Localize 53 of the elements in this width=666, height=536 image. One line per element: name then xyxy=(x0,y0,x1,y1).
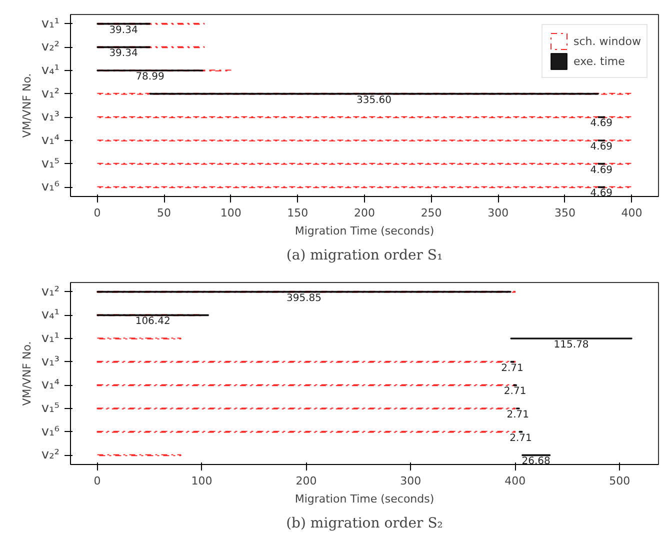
x-tick-label: 400 xyxy=(621,206,642,220)
y-tick-label: v₁⁵ xyxy=(41,401,60,416)
y-axis-title: VM/VNF No. xyxy=(20,73,34,138)
x-tick-label: 250 xyxy=(420,206,442,220)
y-tick-label: v₂² xyxy=(41,40,60,55)
x-tick-label: 200 xyxy=(296,474,317,488)
data-label: 2.71 xyxy=(501,362,524,374)
x-tick-label: 100 xyxy=(220,206,242,220)
y-tick-label: v₁⁵ xyxy=(41,156,60,172)
y-tick-label: v₄¹ xyxy=(41,308,60,323)
x-tick-label: 100 xyxy=(191,474,212,488)
data-label: 106.42 xyxy=(135,316,170,328)
y-axis-title: VM/VNF No. xyxy=(20,341,34,406)
data-label: 4.69 xyxy=(590,142,613,152)
y-tick-label: v₄¹ xyxy=(41,63,60,78)
y-tick-label: v₁¹ xyxy=(41,331,60,346)
x-tick-label: 300 xyxy=(488,206,509,220)
data-label: 4.69 xyxy=(590,164,613,176)
data-label: 78.99 xyxy=(136,72,164,82)
y-tick-label: v₂² xyxy=(41,448,60,463)
data-label: 395.85 xyxy=(286,292,322,304)
data-label: 39.34 xyxy=(109,48,138,60)
y-tick-label: v₁⁴ xyxy=(41,133,60,148)
y-tick-label: v₁² xyxy=(41,284,60,300)
x-axis-title: Migration Time (seconds) xyxy=(294,224,434,238)
x-tick-label: 200 xyxy=(354,206,375,220)
text: (a) migration order S₁ xyxy=(286,248,443,264)
legend-label: sch. window xyxy=(574,34,641,48)
legend-label: exe. time xyxy=(574,54,625,68)
text: (b) migration order S₂ xyxy=(286,516,443,532)
x-tick-label: 500 xyxy=(609,474,630,488)
y-tick-label: v₁³ xyxy=(41,354,60,370)
data-label: 2.71 xyxy=(506,410,530,420)
y-tick-label: v₁⁶ xyxy=(41,180,60,195)
data-label: 335.60 xyxy=(356,94,392,106)
y-tick-label: v₁⁶ xyxy=(41,424,60,440)
x-tick-label: 150 xyxy=(287,206,308,220)
data-label: 4.69 xyxy=(590,118,613,130)
x-tick-label: 0 xyxy=(94,474,101,488)
y-tick-label: v₁⁴ xyxy=(41,378,60,393)
x-tick-label: 0 xyxy=(94,206,101,220)
x-tick-label: 400 xyxy=(504,474,526,488)
x-tick-label: 300 xyxy=(400,474,422,488)
data-label: 2.71 xyxy=(504,386,526,398)
x-tick-label: 50 xyxy=(157,206,172,220)
x-tick-label: 350 xyxy=(554,206,576,220)
y-tick-label: v₁¹ xyxy=(41,16,60,32)
data-label: 39.34 xyxy=(109,24,138,36)
y-tick-label: v₁³ xyxy=(41,110,60,125)
y-tick-label: v₁² xyxy=(41,86,60,102)
x-axis-title: Migration Time (seconds) xyxy=(294,492,434,506)
data-label: 2.71 xyxy=(510,432,532,444)
data-label: 115.78 xyxy=(554,340,589,350)
